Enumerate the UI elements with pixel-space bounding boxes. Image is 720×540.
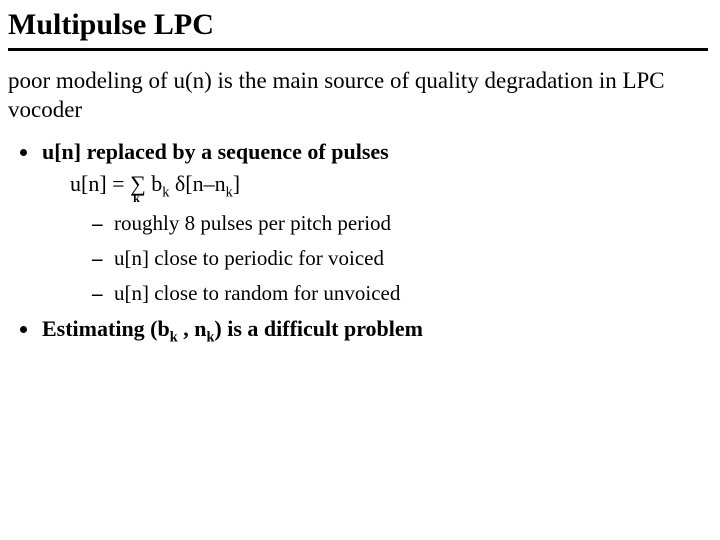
bullet-2-mid: , n: [178, 316, 207, 341]
bullet-2-bk: k: [170, 329, 178, 345]
formula-delta: δ[n–n: [169, 171, 225, 196]
bullet-2-post: ) is a difficult problem: [214, 316, 423, 341]
sigma-subscript: k: [133, 191, 140, 206]
intro-text: poor modeling of u(n) is the main source…: [8, 67, 708, 125]
sigma-wrap: ∑k: [130, 171, 146, 197]
bullet-2-text: Estimating (bk , nk) is a difficult prob…: [42, 316, 423, 341]
bullet-1: u[n] replaced by a sequence of pulses u[…: [14, 139, 708, 306]
slide-title: Multipulse LPC: [8, 8, 708, 51]
sub-bullet-1: roughly 8 pulses per pitch period: [92, 211, 708, 236]
sub-bullet-3: u[n] close to random for unvoiced: [92, 281, 708, 306]
bullet-1-heading: u[n] replaced by a sequence of pulses: [42, 139, 389, 164]
sub-bullet-list: roughly 8 pulses per pitch period u[n] c…: [92, 211, 708, 306]
top-bullet-list: u[n] replaced by a sequence of pulses u[…: [14, 139, 708, 342]
formula-close: ]: [233, 171, 240, 196]
bullet-2-pre: Estimating (b: [42, 316, 170, 341]
sub-bullet-2: u[n] close to periodic for voiced: [92, 246, 708, 271]
formula-b: b: [146, 171, 163, 196]
bullet-2: Estimating (bk , nk) is a difficult prob…: [14, 316, 708, 342]
formula-nk: k: [226, 184, 233, 200]
slide: Multipulse LPC poor modeling of u(n) is …: [0, 0, 720, 360]
formula: u[n] = ∑k bk δ[n–nk]: [70, 171, 708, 197]
formula-lhs: u[n] =: [70, 171, 130, 196]
